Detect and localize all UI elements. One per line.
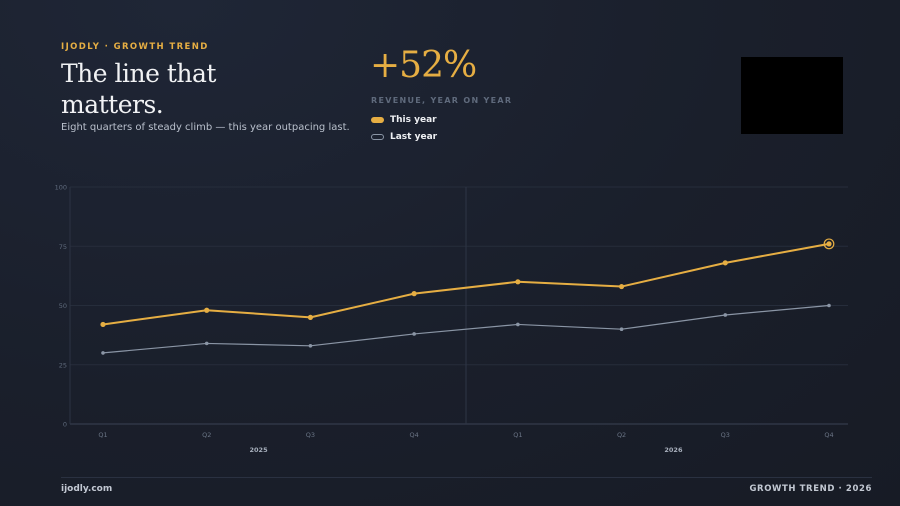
x-tick-label: Q4	[410, 431, 419, 439]
image-placeholder	[741, 57, 843, 134]
x-tick-label: Q4	[824, 431, 833, 439]
data-point-this-year	[826, 241, 832, 247]
legend-swatch-last-year	[371, 134, 384, 140]
data-point-this-year	[100, 321, 106, 328]
y-tick-label: 75	[59, 243, 67, 251]
legend-swatch-this-year	[371, 117, 384, 123]
y-tick-label: 100	[55, 184, 67, 192]
data-point-this-year	[204, 307, 210, 313]
data-point-last-year	[204, 341, 209, 346]
kpi-label: REVENUE, YEAR ON YEAR	[371, 96, 513, 105]
data-point-this-year	[618, 283, 625, 290]
data-point-this-year	[411, 291, 417, 297]
x-tick-label: Q1	[98, 431, 107, 439]
y-tick-label: 50	[59, 302, 67, 310]
legend-item-this-year: This year	[371, 114, 437, 126]
footer-site-link[interactable]: ijodly.com	[61, 484, 113, 494]
year-group-label: 2025	[250, 446, 269, 454]
page-subtitle: Eight quarters of steady climb — this ye…	[61, 122, 350, 133]
x-tick-label: Q3	[721, 431, 730, 439]
data-point-last-year	[827, 303, 831, 308]
y-tick-label: 25	[59, 361, 67, 369]
data-point-last-year	[308, 343, 313, 348]
year-group-label: 2026	[664, 446, 683, 454]
x-tick-label: Q2	[617, 431, 626, 439]
x-tick-label: Q3	[306, 431, 315, 439]
data-point-last-year	[516, 322, 520, 327]
data-point-this-year	[307, 314, 314, 320]
data-point-last-year	[101, 351, 105, 355]
x-tick-label: Q2	[202, 431, 211, 439]
x-tick-label: Q1	[513, 431, 522, 439]
legend-label-this-year: This year	[390, 115, 437, 125]
data-point-last-year	[723, 313, 728, 317]
footer-divider	[61, 477, 872, 478]
series-line-this-year	[102, 242, 830, 326]
line-chart: 0 25 50 75 100 Q1 Q2 Q3 Q4 Q1 Q2 Q3 Q4 2025 2026	[55, 184, 848, 454]
data-point-this-year	[515, 279, 521, 285]
legend-label-last-year: Last year	[390, 132, 438, 142]
data-point-last-year	[619, 327, 624, 332]
kpi-value: +52%	[370, 45, 477, 86]
data-point-this-year	[722, 260, 728, 266]
footer-caption: GROWTH TREND · 2026	[749, 484, 872, 494]
legend-item-last-year: Last year	[371, 131, 437, 143]
eyebrow-label: IJODLY · GROWTH TREND	[61, 42, 209, 52]
page-title: The line that matters.	[61, 59, 216, 119]
series-line-last-year	[102, 304, 830, 354]
highlight-ring	[823, 238, 835, 250]
y-tick-label: 0	[63, 421, 67, 429]
data-point-last-year	[412, 332, 416, 336]
